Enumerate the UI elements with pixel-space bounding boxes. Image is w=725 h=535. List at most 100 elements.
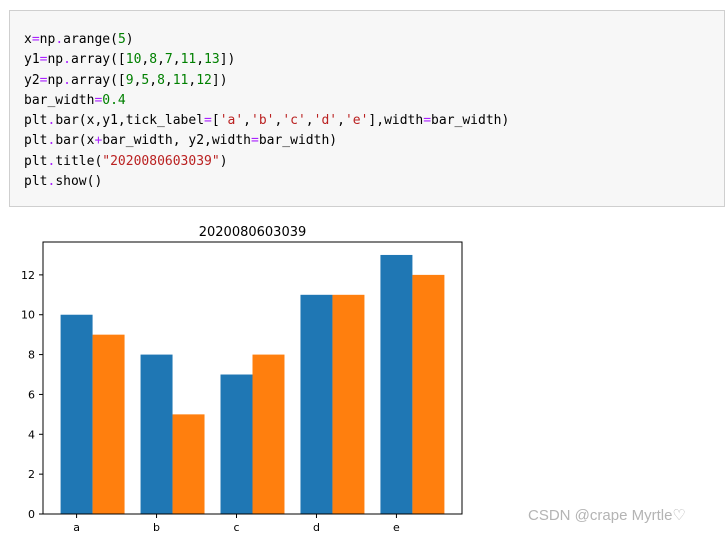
code-token: , — [188, 72, 197, 88]
code-token: ) — [219, 153, 228, 169]
bar-series2-d — [332, 294, 365, 514]
code-cell[interactable]: x=np.arange(5) y1=np.array([10,8,7,11,13]… — [9, 10, 725, 207]
code-line: plt.bar(x+bar_width, y2,width=bar_width) — [24, 131, 509, 151]
code-token: 'e' — [344, 113, 369, 129]
bar-series2-c — [252, 354, 285, 514]
code-token: + — [94, 133, 103, 149]
code-line: bar_width=0.4 — [24, 91, 509, 111]
bar-series1-e — [380, 254, 413, 514]
code-token: 5 — [141, 72, 150, 88]
code-token: 0.4 — [102, 92, 126, 108]
code-token: ([ — [110, 72, 126, 88]
code-token: . — [55, 32, 64, 47]
x-tick-label: c — [233, 521, 239, 534]
y-tick-label: 8 — [28, 349, 35, 362]
code-token: 'b' — [251, 113, 275, 129]
code-token: . — [63, 72, 71, 88]
code-token: , — [337, 113, 345, 129]
x-tick-label: d — [313, 521, 320, 534]
bar-chart: 0 2 4 6 8 10 12 a b c d e 2020080603039 — [21, 225, 463, 534]
code-token: [ — [211, 113, 220, 129]
y-tick-label: 12 — [21, 269, 35, 282]
code-token: "2020080603039" — [102, 153, 220, 169]
code-token: np — [47, 52, 64, 68]
code-token: array — [70, 72, 111, 88]
code-token: , — [141, 52, 150, 68]
code-token: plt — [24, 133, 48, 149]
y-tick-label: 6 — [28, 388, 35, 401]
code-token: 5 — [117, 32, 126, 47]
bar-series2-a — [92, 334, 125, 514]
code-token: title( — [55, 153, 103, 169]
code-token: , — [133, 72, 142, 88]
code-token: bar_width — [24, 92, 95, 108]
code-editor[interactable]: x=np.arange(5) y1=np.array([10,8,7,11,13]… — [24, 30, 509, 192]
code-token: ]) — [211, 72, 228, 88]
code-token: , — [172, 52, 181, 68]
code-token: np — [39, 32, 56, 47]
y-tick-label: 4 — [28, 428, 35, 441]
code-token: ) — [125, 32, 134, 47]
chart-title: 2020080603039 — [199, 225, 307, 240]
x-tick-label: e — [393, 521, 400, 534]
code-token: bar(x — [55, 133, 95, 149]
code-line: plt.title("2020080603039") — [24, 152, 509, 172]
code-token: , — [157, 52, 165, 68]
code-token: plt — [24, 153, 48, 169]
code-line: y2=np.array([9,5,8,11,12]) — [24, 71, 509, 91]
code-token: 'a' — [219, 113, 244, 129]
code-token: 8 — [149, 52, 158, 68]
code-token: bar(x,y1,tick_label — [55, 113, 205, 129]
code-token: show() — [55, 174, 103, 190]
code-token: = — [251, 133, 259, 149]
code-token: . — [47, 174, 56, 190]
code-token: ([ — [110, 52, 126, 68]
bar-series2-e — [412, 274, 445, 514]
code-token: 'c' — [282, 113, 306, 129]
x-tick-label: b — [153, 521, 160, 534]
code-token: = — [204, 113, 212, 129]
code-token: 7 — [164, 52, 173, 68]
code-line: y1=np.array([10,8,7,11,13]) — [24, 50, 509, 70]
code-token: ( — [110, 32, 118, 47]
code-token: . — [47, 133, 56, 149]
code-token: = — [39, 52, 48, 68]
code-token: plt — [24, 174, 48, 190]
bar-series1-b — [140, 354, 173, 514]
code-token: = — [39, 72, 48, 88]
code-token: y2 — [24, 72, 40, 88]
code-token: 11 — [180, 52, 197, 68]
code-token: , — [149, 72, 158, 88]
code-token: 'd' — [313, 113, 338, 129]
plot-frame — [42, 241, 463, 515]
x-tick-label: a — [73, 521, 80, 534]
bar-series1-a — [60, 314, 93, 514]
code-token: , — [274, 113, 283, 129]
bar-series2-b — [172, 414, 205, 514]
code-token: arange — [63, 32, 111, 47]
code-line: plt.bar(x,y1,tick_label=['a','b','c','d'… — [24, 111, 509, 131]
code-token: bar_width, y2,width — [102, 133, 251, 149]
code-line: plt.show() — [24, 172, 509, 192]
y-tick-label: 10 — [21, 309, 35, 322]
code-token: 9 — [125, 72, 134, 88]
code-token: = — [94, 92, 103, 108]
code-token: array — [70, 52, 111, 68]
watermark: CSDN @crape Myrtle♡ — [528, 507, 686, 524]
code-token: ]) — [219, 52, 236, 68]
code-token: y1 — [24, 52, 40, 68]
y-tick-label: 2 — [28, 468, 35, 481]
code-token: . — [47, 153, 56, 169]
code-token: plt — [24, 113, 48, 129]
code-token: 8 — [157, 72, 165, 88]
code-line: x=np.arange(5) — [24, 30, 509, 50]
code-token: 12 — [196, 72, 212, 88]
code-token: , — [243, 113, 251, 129]
code-token: np — [47, 72, 64, 88]
code-token: , — [164, 72, 173, 88]
code-token: x — [24, 32, 32, 47]
code-token: bar_width) — [258, 133, 338, 149]
y-tick-label: 0 — [28, 508, 35, 521]
code-token: = — [423, 113, 432, 129]
code-token: 11 — [172, 72, 189, 88]
